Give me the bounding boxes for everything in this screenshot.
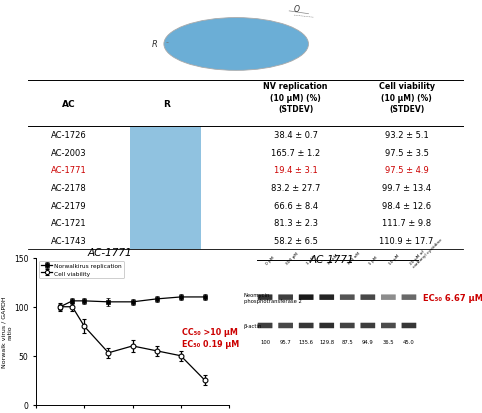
Text: 129.8: 129.8 — [319, 339, 335, 345]
Text: 20 μM of
carbonyl cystidine: 20 μM of carbonyl cystidine — [409, 234, 443, 268]
FancyBboxPatch shape — [340, 295, 355, 300]
FancyBboxPatch shape — [381, 323, 396, 328]
Text: Cell viability: Cell viability — [378, 82, 435, 91]
Text: 10 μM: 10 μM — [388, 253, 401, 265]
Text: phosphotransferase 2: phosphotransferase 2 — [243, 299, 301, 304]
Text: 165.7 ± 1.2: 165.7 ± 1.2 — [271, 149, 320, 157]
FancyBboxPatch shape — [278, 295, 293, 300]
Text: (STDEV): (STDEV) — [389, 104, 424, 114]
FancyBboxPatch shape — [381, 295, 396, 300]
Text: (STDEV): (STDEV) — [278, 104, 313, 114]
Text: 87.5: 87.5 — [341, 339, 353, 345]
FancyBboxPatch shape — [278, 323, 293, 328]
Text: AC-2178: AC-2178 — [51, 183, 87, 192]
Legend: Norwalkirus replication, Cell viability: Norwalkirus replication, Cell viability — [39, 261, 124, 278]
Text: CC₅₀ >10 μM: CC₅₀ >10 μM — [182, 327, 238, 336]
Text: (10 μM) (%): (10 μM) (%) — [381, 94, 432, 103]
Text: 38.4 ± 0.7: 38.4 ± 0.7 — [274, 131, 318, 140]
Text: 81.3 ± 2.3: 81.3 ± 2.3 — [274, 218, 318, 228]
FancyBboxPatch shape — [130, 128, 201, 249]
Text: Neomycin: Neomycin — [243, 292, 270, 298]
Text: 10 nM: 10 nM — [327, 253, 339, 265]
Text: 66.6 ± 8.4: 66.6 ± 8.4 — [274, 201, 318, 210]
Text: 0 pM: 0 pM — [265, 255, 275, 265]
FancyBboxPatch shape — [258, 323, 272, 328]
FancyBboxPatch shape — [340, 323, 355, 328]
Text: 97.5 ± 4.9: 97.5 ± 4.9 — [385, 166, 428, 175]
Text: AC-1721: AC-1721 — [51, 218, 87, 228]
Text: 83.2 ± 27.7: 83.2 ± 27.7 — [271, 183, 321, 192]
Text: AC-1771: AC-1771 — [51, 166, 87, 175]
FancyBboxPatch shape — [361, 323, 375, 328]
Text: EC₅₀ 0.19 μM: EC₅₀ 0.19 μM — [182, 339, 239, 349]
Text: 1 nM: 1 nM — [306, 255, 317, 265]
Text: EC₅₀ 6.67 μM: EC₅₀ 6.67 μM — [423, 293, 482, 302]
FancyBboxPatch shape — [299, 295, 313, 300]
Text: 19.4 ± 3.1: 19.4 ± 3.1 — [274, 166, 318, 175]
Text: 58.2 ± 6.5: 58.2 ± 6.5 — [274, 236, 318, 245]
FancyBboxPatch shape — [402, 323, 416, 328]
Text: AC-2179: AC-2179 — [51, 201, 87, 210]
Text: 99.7 ± 13.4: 99.7 ± 13.4 — [382, 183, 431, 192]
FancyBboxPatch shape — [320, 323, 334, 328]
Title: AC-1771: AC-1771 — [87, 247, 132, 257]
FancyBboxPatch shape — [402, 295, 416, 300]
Text: 36.5: 36.5 — [383, 339, 394, 345]
Text: R: R — [163, 100, 170, 109]
Text: 300 pM: 300 pM — [286, 251, 300, 265]
Text: 93.2 ± 5.1: 93.2 ± 5.1 — [385, 131, 428, 140]
Text: NV replication: NV replication — [263, 82, 328, 91]
FancyBboxPatch shape — [258, 295, 272, 300]
Text: 95.7: 95.7 — [280, 339, 292, 345]
Text: β-actin: β-actin — [243, 323, 262, 328]
Text: 100 nM: 100 nM — [347, 251, 362, 265]
Text: R: R — [151, 40, 157, 49]
Text: AC: AC — [62, 100, 76, 109]
FancyBboxPatch shape — [361, 295, 375, 300]
Text: 94.9: 94.9 — [362, 339, 374, 345]
Text: 110.9 ± 17.7: 110.9 ± 17.7 — [379, 236, 434, 245]
Y-axis label: Cell viability and
Norwalk virus / GAPDH
ratio: Cell viability and Norwalk virus / GAPDH… — [0, 296, 13, 367]
Text: AC-1771: AC-1771 — [309, 254, 354, 264]
FancyBboxPatch shape — [299, 323, 313, 328]
Text: AC-1743: AC-1743 — [51, 236, 87, 245]
Text: 97.5 ± 3.5: 97.5 ± 3.5 — [385, 149, 428, 157]
Text: 98.4 ± 12.6: 98.4 ± 12.6 — [382, 201, 431, 210]
Text: 135.6: 135.6 — [299, 339, 314, 345]
FancyBboxPatch shape — [320, 295, 334, 300]
Text: 111.7 ± 9.8: 111.7 ± 9.8 — [382, 218, 431, 228]
Text: O: O — [294, 5, 299, 14]
Text: 100: 100 — [260, 339, 270, 345]
Text: AC-1726: AC-1726 — [51, 131, 87, 140]
Ellipse shape — [164, 19, 308, 71]
Text: 1 μM: 1 μM — [368, 255, 378, 265]
Text: AC-2003: AC-2003 — [51, 149, 87, 157]
Text: 45.0: 45.0 — [403, 339, 415, 345]
Text: (10 μM) (%): (10 μM) (%) — [270, 94, 321, 103]
